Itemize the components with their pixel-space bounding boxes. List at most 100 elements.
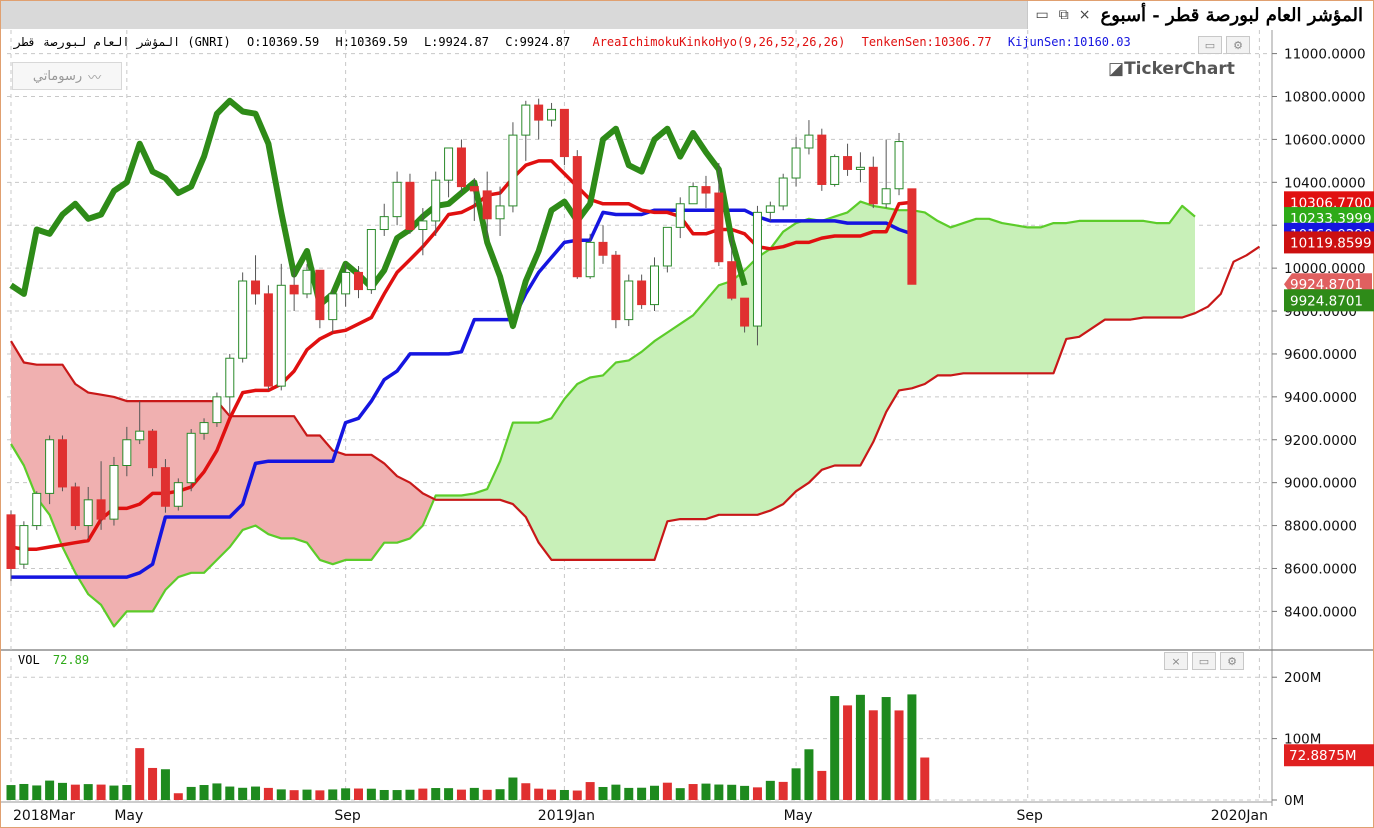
- logo-text: TickerChart: [1124, 59, 1235, 79]
- time-tick-label: 2020Jan: [1211, 808, 1268, 824]
- candle-down: [572, 156, 582, 278]
- candle-down: [637, 280, 647, 306]
- volume-panel-controls: × ▭ ⚙: [1164, 652, 1244, 670]
- chikou-span-line: [9, 97, 748, 330]
- candle-down: [559, 108, 569, 158]
- price-tag-label: 9924.8701: [1290, 277, 1363, 293]
- volume-bar: [662, 782, 672, 800]
- volume-bar: [160, 769, 170, 800]
- price-tick-label: 8800.0000: [1284, 519, 1357, 535]
- volume-bar: [315, 790, 325, 800]
- candle-up: [45, 439, 55, 494]
- volume-bar: [598, 786, 608, 800]
- volume-tick-label: 0M: [1284, 793, 1304, 809]
- candle-down: [727, 261, 737, 299]
- volume-bar: [366, 788, 376, 800]
- ohlc-info-bar: المؤشر العام لبورصة قطر (GNRI) O:10369.5…: [14, 35, 1140, 49]
- candle-up: [32, 492, 42, 527]
- volume-bar: [675, 788, 685, 800]
- candle-down: [148, 430, 158, 469]
- volume-bar: [534, 788, 544, 800]
- close-value: C:9924.87: [505, 35, 571, 49]
- price-tick-label: 9200.0000: [1284, 433, 1357, 449]
- candle-up: [366, 229, 376, 291]
- price-tick-label: 10800.0000: [1284, 90, 1366, 106]
- volume-bar: [328, 789, 338, 800]
- candle-up: [688, 186, 698, 205]
- restore-button[interactable]: ⧉: [1058, 7, 1069, 23]
- price-tag-label: 9924.8701: [1290, 293, 1363, 309]
- candle-up: [173, 482, 183, 507]
- candle-down: [289, 284, 299, 295]
- time-tick-label: 2019Jan: [538, 808, 595, 824]
- candle-up: [662, 226, 672, 267]
- volume-bar: [894, 710, 904, 800]
- candle-up: [212, 396, 222, 424]
- volume-bar: [32, 785, 42, 800]
- candle-up: [752, 211, 762, 327]
- volume-bar: [881, 697, 891, 800]
- volume-bar: [688, 784, 698, 800]
- candle-down: [482, 190, 492, 220]
- volume-bar: [263, 787, 273, 800]
- indicator-price-tag: [1284, 231, 1374, 254]
- candle-up: [624, 280, 634, 321]
- volume-bar: [585, 782, 595, 800]
- candle-down: [868, 166, 878, 205]
- candle-up: [855, 166, 865, 170]
- candle-down: [57, 439, 67, 488]
- bearish-cloud: [11, 341, 435, 627]
- candle-down: [353, 271, 363, 291]
- maximize-volume-icon[interactable]: ▭: [1192, 652, 1216, 670]
- volume-bar: [19, 783, 29, 800]
- candle-up: [186, 432, 196, 484]
- volume-tick-label: 200M: [1284, 670, 1321, 686]
- maximize-panel-icon[interactable]: ▭: [1198, 36, 1222, 54]
- close-panel-icon[interactable]: ×: [1164, 652, 1188, 670]
- time-tick-label: May: [114, 808, 143, 824]
- volume-bar: [109, 785, 119, 800]
- symbol-name: المؤشر العام لبورصة قطر (GNRI): [14, 35, 231, 49]
- volume-bar: [611, 784, 621, 800]
- volume-tag-label: 72.8875M: [1289, 748, 1356, 764]
- minimize-button[interactable]: ▭: [1035, 7, 1049, 23]
- volume-bar: [341, 788, 351, 800]
- chart-tab[interactable]: ▭ ⧉ × المؤشر العام لبورصة قطر - أسبوع: [1026, 1, 1373, 29]
- candle-up: [791, 147, 801, 179]
- candle-up: [135, 430, 145, 441]
- price-tick-label: 8400.0000: [1284, 604, 1357, 620]
- line-chart-icon: 〰: [88, 70, 102, 86]
- price-tick-label: 10600.0000: [1284, 132, 1366, 148]
- volume-value: 72.89: [52, 653, 90, 667]
- volume-bar: [650, 785, 659, 800]
- candle-up: [122, 439, 132, 467]
- candle-down: [70, 486, 80, 527]
- candle-down: [598, 241, 608, 256]
- candle-up: [392, 181, 402, 218]
- volume-bar: [251, 786, 261, 800]
- tickerchart-logo: ◪TickerChart: [1108, 59, 1235, 79]
- volume-bar: [238, 787, 248, 800]
- volume-legend: VOL 72.89: [18, 653, 89, 667]
- drawings-button[interactable]: رسوماتي 〰: [12, 62, 122, 90]
- candle-up: [19, 525, 29, 565]
- volume-value-tag: [1284, 744, 1374, 767]
- volume-bar: [547, 789, 557, 800]
- candle-up: [276, 284, 286, 387]
- settings-panel-icon[interactable]: ⚙: [1226, 36, 1250, 54]
- settings-volume-icon[interactable]: ⚙: [1220, 652, 1244, 670]
- volume-bar: [148, 767, 158, 800]
- volume-bar: [6, 785, 16, 800]
- candle-up: [778, 177, 788, 207]
- candle-down: [469, 186, 479, 192]
- price-tick-label: 8600.0000: [1284, 561, 1357, 577]
- candle-up: [521, 104, 531, 136]
- tenkan-value: TenkenSen:10306.77: [861, 35, 992, 49]
- volume-bar: [418, 788, 428, 800]
- close-button[interactable]: ×: [1078, 7, 1091, 23]
- window-title: المؤشر العام لبورصة قطر - أسبوع: [1100, 4, 1363, 26]
- volume-bar: [353, 788, 363, 800]
- volume-bar: [778, 781, 788, 800]
- candle-down: [160, 467, 170, 507]
